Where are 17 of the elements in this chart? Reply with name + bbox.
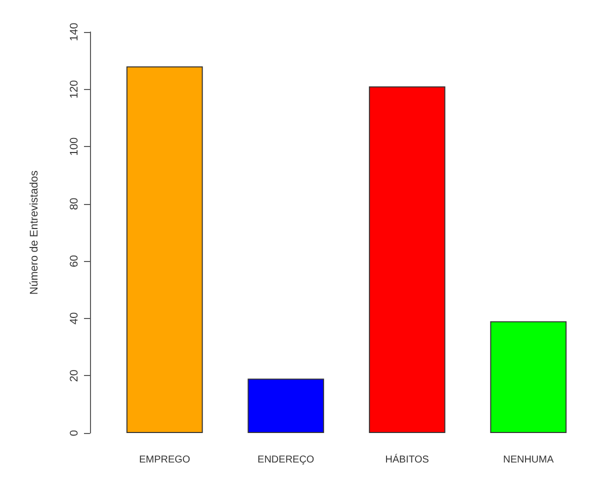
y-tick-label: 40	[68, 312, 80, 325]
y-tick-label: 100	[68, 137, 80, 156]
y-tick-label: 80	[68, 198, 80, 210]
x-tick-label: ENDEREÇO	[258, 454, 314, 466]
x-tick-label: HÁBITOS	[385, 454, 430, 466]
bar	[126, 66, 203, 433]
bar	[490, 321, 567, 433]
x-tick-label: EMPREGO	[139, 454, 190, 466]
bar	[248, 378, 324, 433]
y-tick-label: 20	[68, 370, 80, 382]
y-tick-label: 60	[68, 255, 80, 268]
bar	[368, 86, 446, 433]
y-tick-label: 0	[68, 430, 80, 436]
y-tick-label: 120	[68, 80, 80, 98]
x-tick-label: NENHUMA	[503, 454, 554, 466]
y-tick-label: 140	[68, 22, 80, 42]
y-axis-title: Número de Entrevistados	[28, 170, 40, 295]
